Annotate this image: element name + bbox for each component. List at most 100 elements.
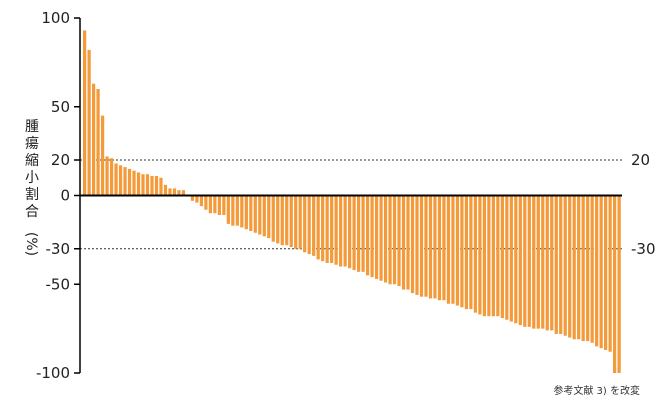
bar <box>523 195 527 327</box>
bar <box>464 195 469 310</box>
bar <box>303 195 307 253</box>
bar <box>208 195 212 214</box>
bar <box>617 195 621 373</box>
bar <box>249 195 253 231</box>
bar <box>267 195 271 239</box>
bar <box>339 195 343 267</box>
bar <box>473 195 477 313</box>
bar <box>478 195 482 315</box>
source-note: 参考文献 3) を改変 <box>553 386 640 397</box>
bar <box>455 195 460 306</box>
y-tick-label: -30 <box>46 240 71 258</box>
bar <box>316 195 320 260</box>
bar <box>446 195 451 304</box>
bar <box>118 165 123 196</box>
bar <box>599 195 603 349</box>
bar <box>150 175 154 196</box>
bar <box>262 195 266 237</box>
y-tick-label: 0 <box>60 187 70 205</box>
bar <box>550 195 554 331</box>
bar <box>428 195 433 299</box>
bar <box>289 195 293 247</box>
bar <box>410 195 415 294</box>
bar <box>154 175 159 196</box>
bar <box>204 195 208 210</box>
bar <box>321 195 325 262</box>
bar <box>127 168 132 196</box>
bar <box>87 49 91 196</box>
bar <box>217 195 221 216</box>
bar <box>352 195 356 271</box>
bar <box>105 156 109 196</box>
bar <box>388 195 392 285</box>
bar <box>91 83 96 196</box>
bar <box>505 195 509 320</box>
bar <box>424 195 428 297</box>
y-tick-label: 20 <box>51 151 70 169</box>
bar <box>509 195 513 322</box>
bar <box>442 195 446 301</box>
bar <box>83 30 87 196</box>
bar <box>518 195 522 326</box>
bar <box>145 174 150 196</box>
bar <box>195 195 199 203</box>
bar <box>361 195 365 272</box>
bar <box>177 190 181 196</box>
reference-line-label: 20 <box>631 151 650 169</box>
bar <box>559 195 563 334</box>
bar <box>96 89 100 196</box>
bar <box>487 195 491 317</box>
bar <box>163 184 168 196</box>
bar <box>222 195 226 216</box>
bar <box>132 170 136 196</box>
bar <box>100 115 105 196</box>
bar <box>199 195 204 207</box>
bar <box>226 195 230 224</box>
bar <box>541 195 545 329</box>
y-axis-label-char: 縮 <box>25 153 39 169</box>
axes <box>79 18 622 373</box>
bar <box>307 195 311 255</box>
bar <box>460 195 464 308</box>
reference-line-label: -30 <box>631 240 656 258</box>
bar <box>276 195 280 244</box>
bar <box>469 195 473 310</box>
bar <box>379 195 383 281</box>
bar <box>190 195 195 201</box>
y-axis-label-unit: (%) <box>23 232 39 256</box>
bar <box>348 195 352 269</box>
bar <box>240 195 244 228</box>
bar <box>136 172 141 196</box>
bar <box>114 163 118 196</box>
bar <box>123 167 127 196</box>
bars-group <box>83 30 621 373</box>
bar <box>141 174 145 196</box>
bar <box>244 195 248 230</box>
bar <box>383 195 388 283</box>
bar <box>370 195 374 278</box>
bar <box>343 195 347 267</box>
bar <box>563 195 567 336</box>
y-tick-label: -100 <box>36 364 70 382</box>
bar <box>312 195 316 256</box>
bar <box>213 195 217 214</box>
bar <box>433 195 437 299</box>
bar <box>406 195 410 290</box>
bar <box>482 195 486 317</box>
bar <box>235 195 239 226</box>
bar <box>294 195 298 249</box>
y-ticks: 100 50 20 0 -30 -50 -100 <box>36 9 80 382</box>
bar <box>536 195 540 329</box>
bar <box>401 195 406 290</box>
bar <box>500 195 504 318</box>
y-axis-label-char: 小 <box>25 170 39 186</box>
y-axis-label-char: 割 <box>25 186 39 203</box>
y-tick-label: 50 <box>51 98 70 116</box>
bar <box>271 195 275 242</box>
bar <box>608 195 612 352</box>
bar <box>415 195 419 295</box>
bar <box>356 195 361 272</box>
bar <box>159 177 163 196</box>
reference-lines: 20 -30 <box>80 151 656 258</box>
